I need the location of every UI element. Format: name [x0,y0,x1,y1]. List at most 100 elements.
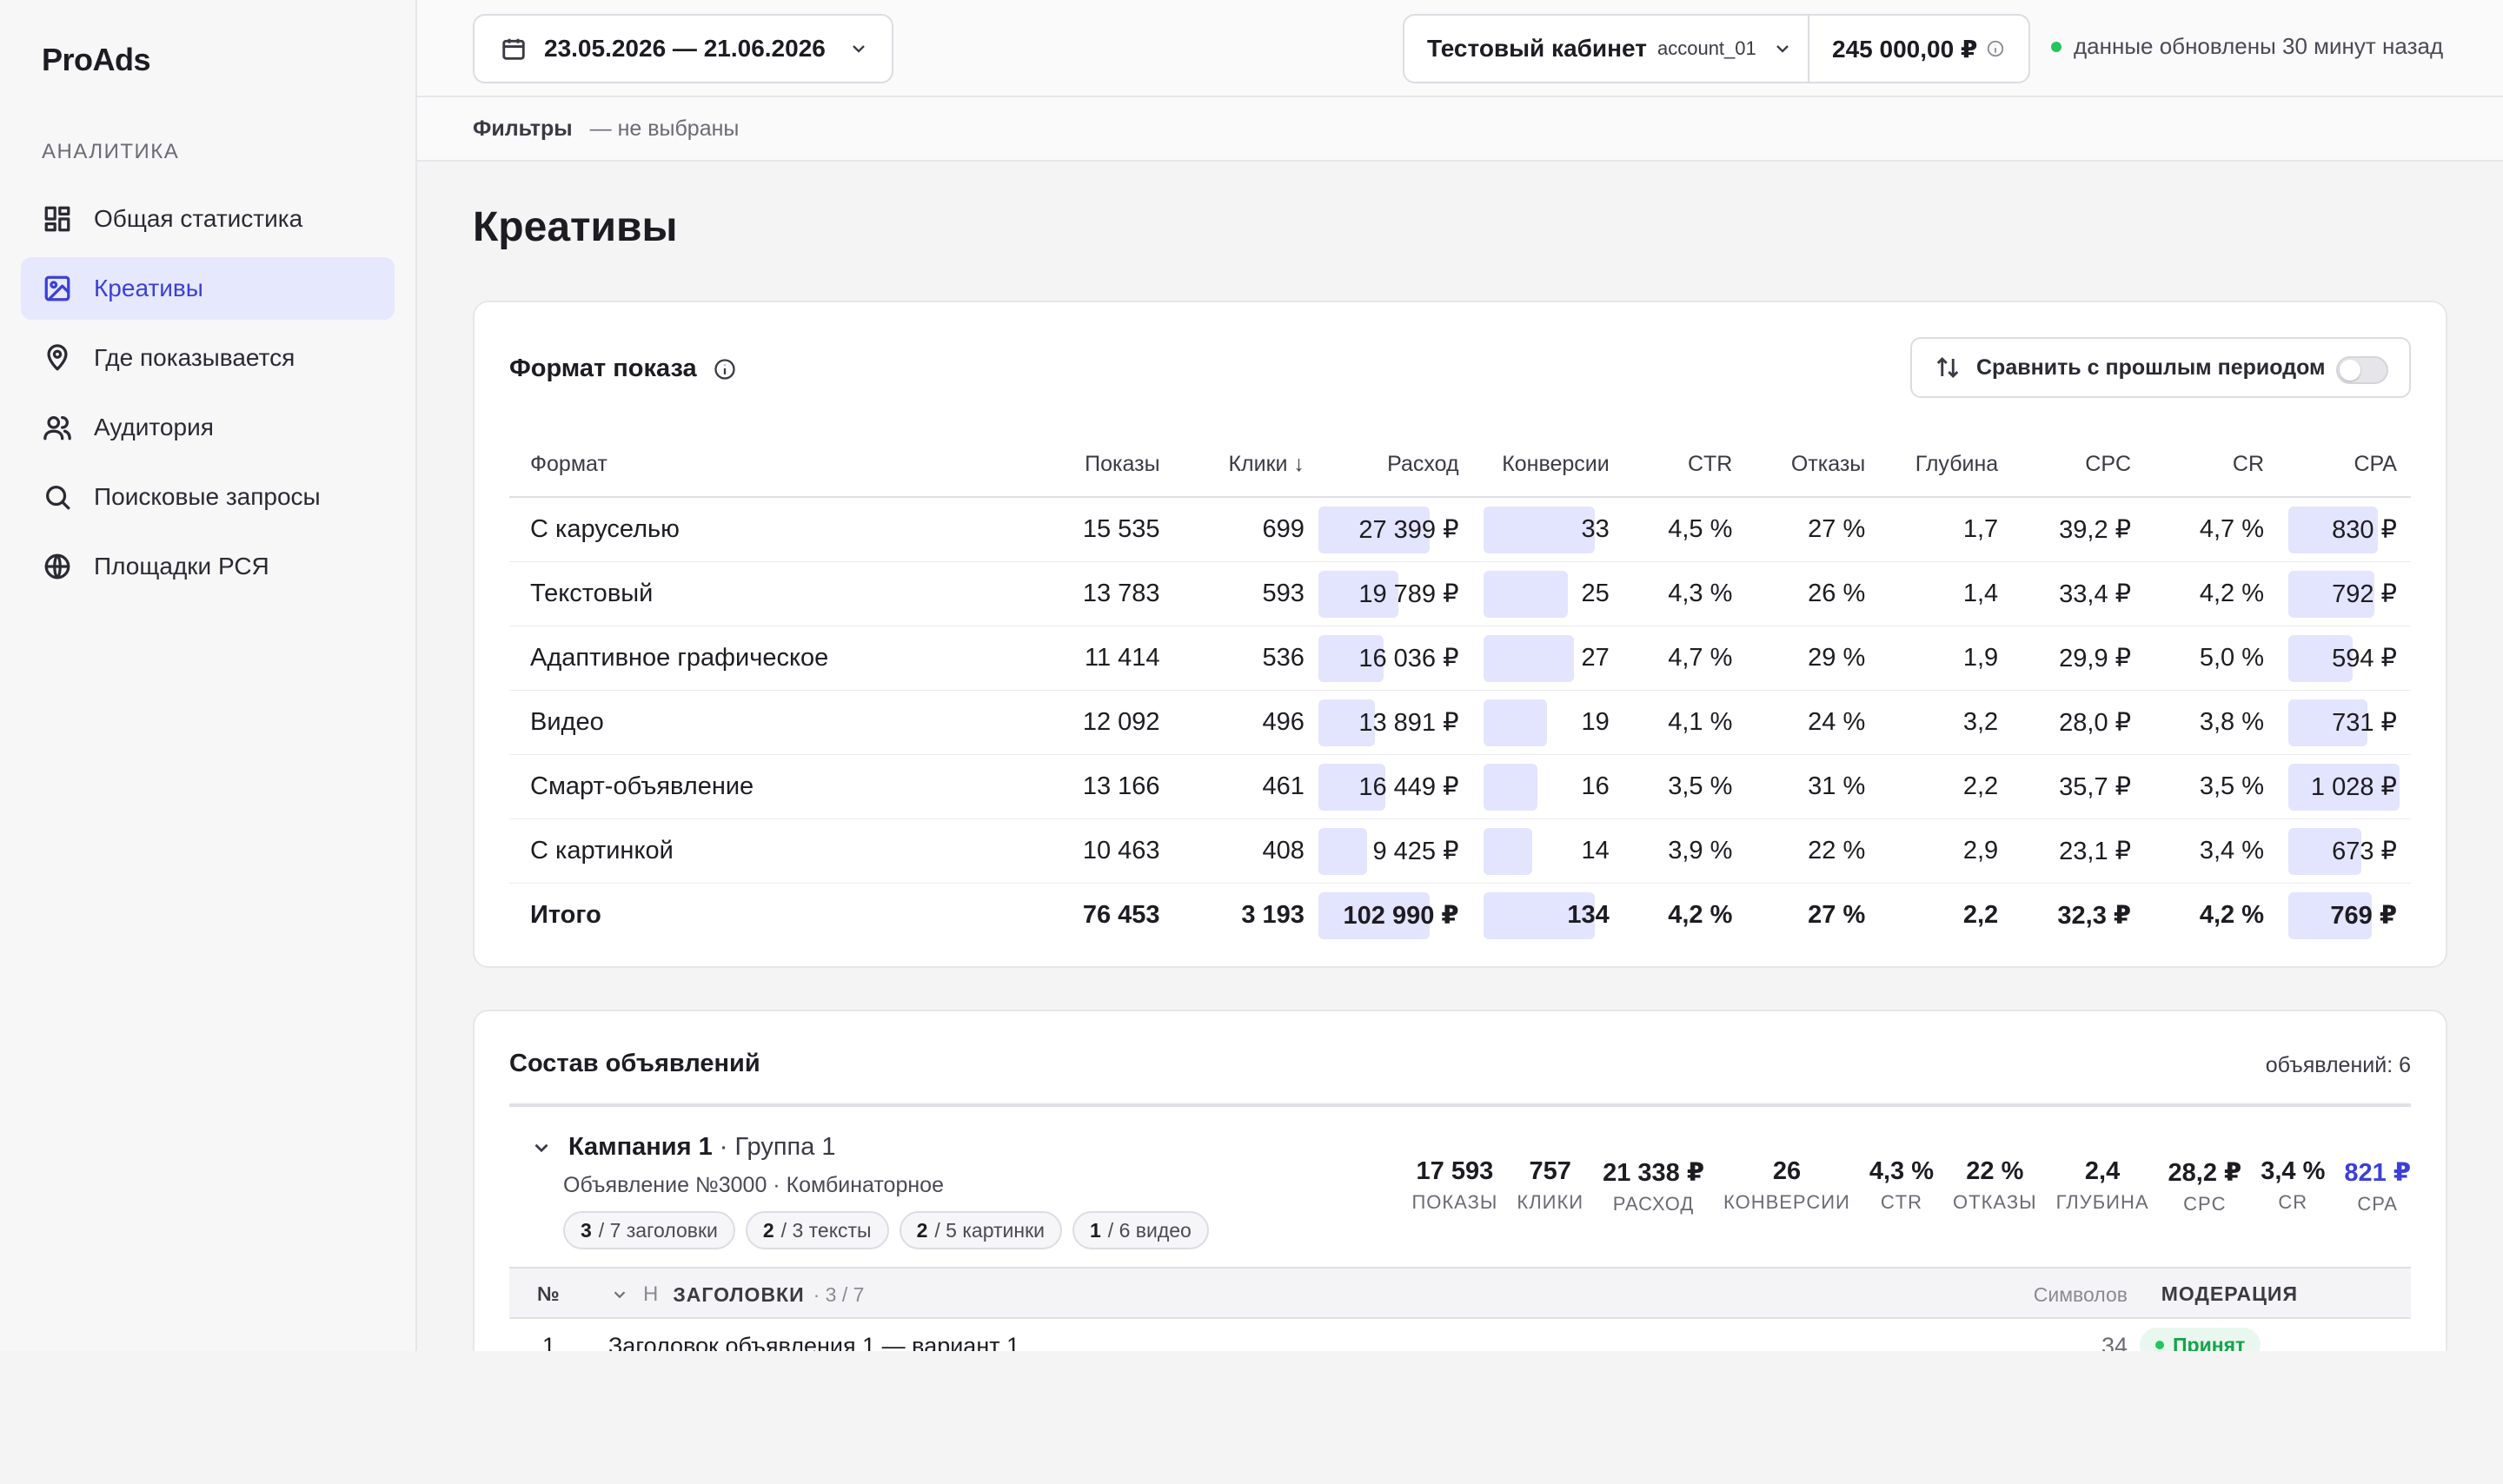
sort-arrows-icon [1936,356,1959,379]
cell-value: 792 ₽ [2332,580,2397,608]
table-cell: 19 789 ₽ [1318,561,1473,626]
metric-value: 2,4 [2084,1157,2121,1185]
sidebar-nav: Общая статистика Креативы Где показывает… [21,188,395,605]
table-cell: 1,7 [1879,497,2013,562]
table-cell: 29 % [1746,626,1880,691]
campaign-header[interactable]: Кампания 1 · Группа 1 [530,1133,836,1162]
metric-value: 17 593 [1416,1157,1494,1185]
chevron-down-icon [614,1291,626,1299]
table-cell: 3,2 [1879,690,2013,755]
table-cell: 27 % [1746,497,1880,562]
asset-chip[interactable]: 2/ 5 картинки [899,1211,1062,1249]
filters-value: — не выбраны [589,116,740,141]
table-cell: 769 ₽ [2278,883,2411,947]
sidebar-item-creatives[interactable]: Креативы [21,257,395,320]
compare-period-toggle[interactable]: Сравнить с прошлым периодом [1910,337,2411,398]
date-range-picker[interactable]: 23.05.2026 — 21.06.2026 [473,14,893,83]
table-cell: С каруселью [509,497,1018,562]
table-cell: 25 [1472,561,1623,626]
value-bar [1318,763,1385,811]
metric: 757 КЛИКИ [1517,1157,1583,1216]
metric: 4,3 % CTR [1869,1157,1934,1216]
sidebar-item-search-queries[interactable]: Поисковые запросы [21,466,395,528]
column-symbols: Символов [2033,1283,2128,1306]
table-row[interactable]: Текстовый 13 783 593 19 789 ₽ 25 4,3 % 26 % 1,4… [509,561,2411,626]
column-header[interactable]: CPC [2012,433,2146,498]
table-row[interactable]: Видео 12 092 496 13 891 ₽ 19 4,1 % 24 % 3,2 28,0… [509,690,2411,755]
cell-value: 731 ₽ [2332,708,2397,737]
column-header[interactable]: Конверсии [1472,433,1623,498]
table-cell: 699 [1173,497,1318,562]
sidebar-item-placements[interactable]: Где показывается [21,327,395,389]
table-row[interactable]: Смарт-объявление 13 166 461 16 449 ₽ 16 3,5 %… [509,754,2411,819]
table-cell: 461 [1173,754,1318,819]
table-cell: 12 092 [1017,690,1174,755]
column-header[interactable]: Клики ↓ [1173,433,1318,498]
table-cell: 29,9 ₽ [2012,626,2146,691]
date-range-value: 23.05.2026 — 21.06.2026 [544,35,826,62]
table-cell: 3,8 % [2145,690,2278,755]
value-bar [1318,699,1375,746]
account-id: account_01 [1656,37,1756,59]
table-cell: 14 [1472,818,1623,884]
info-icon[interactable] [1986,39,2005,58]
balance-value: 245 000,00 ₽ [1832,35,1978,63]
account-dropdown[interactable]: Тестовый кабинет account_01 [1404,16,1809,82]
globe-icon [42,551,73,582]
table-cell: 1,9 [1879,626,2013,691]
headlines-count: · 3 / 7 [813,1282,865,1306]
table-cell: 4,5 % [1623,497,1747,562]
column-header[interactable]: CTR [1623,433,1747,498]
metric-value: 22 % [1966,1157,2024,1185]
table-cell: 13 783 [1017,561,1174,626]
value-bar [2288,891,2372,939]
table-cell: Адаптивное графическое [509,626,1018,691]
asset-chip[interactable]: 3/ 7 заголовки [563,1211,735,1249]
info-icon[interactable] [713,357,737,381]
value-bar [2288,763,2400,811]
metric-label: ПОКАЗЫ [1411,1191,1498,1213]
dashboard-icon [42,203,73,235]
column-header[interactable]: Глубина [1879,433,2013,498]
sidebar-item-rsya-sites[interactable]: Площадки РСЯ [21,535,395,598]
value-bar [2288,827,2361,875]
value-bar [1318,634,1384,682]
value-bar [1483,891,1595,939]
column-header[interactable]: CR [2145,433,2278,498]
table-cell: 33,4 ₽ [2012,561,2146,626]
cell-value: 33 [1581,514,1610,543]
metric-label: CPA [2357,1193,2398,1215]
column-header[interactable]: Формат [509,433,1018,498]
metric-label: CR [2278,1191,2308,1213]
app-logo[interactable]: ProAds [42,42,151,77]
table-row[interactable]: С картинкой 10 463 408 9 425 ₽ 14 3,9 % 22 % 2,… [509,818,2411,884]
column-header[interactable]: CPA [2278,433,2411,498]
table-cell: 26 % [1746,561,1880,626]
value-bar [1318,827,1367,875]
table-row[interactable]: С каруселью 15 535 699 27 399 ₽ 33 4,5 % 27 % 1… [509,497,2411,562]
table-cell: 32,3 ₽ [2057,901,2132,930]
sidebar-item-general-stats[interactable]: Общая статистика [21,188,395,250]
column-header[interactable]: Отказы [1746,433,1880,498]
metric-label: CPC [2183,1193,2227,1215]
chevron-down-icon [1776,45,1789,53]
chip-count: 1 [1090,1218,1101,1242]
headlines-toggle[interactable]: H ЗАГОЛОВКИ · 3 / 7 [610,1282,864,1307]
table-cell: 830 ₽ [2278,497,2411,562]
asset-chip[interactable]: 2/ 3 тексты [745,1211,889,1249]
sidebar-item-audience[interactable]: Аудитория [21,396,395,459]
column-header[interactable]: Расход [1318,433,1473,498]
table-total-row[interactable]: Итого 76 453 3 193 102 990 ₽ 134 4,2 % 27 % 2,2… [509,883,2411,947]
table-row[interactable]: Адаптивное графическое 11 414 536 16 036 ₽ 2… [509,626,2411,691]
table-cell: Итого [530,900,601,929]
table-cell: 76 453 [1082,900,1160,929]
asset-chip[interactable]: 1/ 6 видео [1072,1211,1209,1249]
column-header[interactable]: Показы [1017,433,1174,498]
toggle-switch[interactable] [2336,356,2388,384]
sidebar-item-label: Где показывается [94,344,295,371]
chevron-down-icon[interactable] [530,1136,553,1159]
table-cell: Текстовый [509,561,1018,626]
filters-bar[interactable]: Фильтры — не выбраны [417,97,2503,162]
metric: 21 338 ₽ РАСХОД [1603,1157,1704,1216]
sidebar-item-label: Поисковые запросы [94,483,321,510]
